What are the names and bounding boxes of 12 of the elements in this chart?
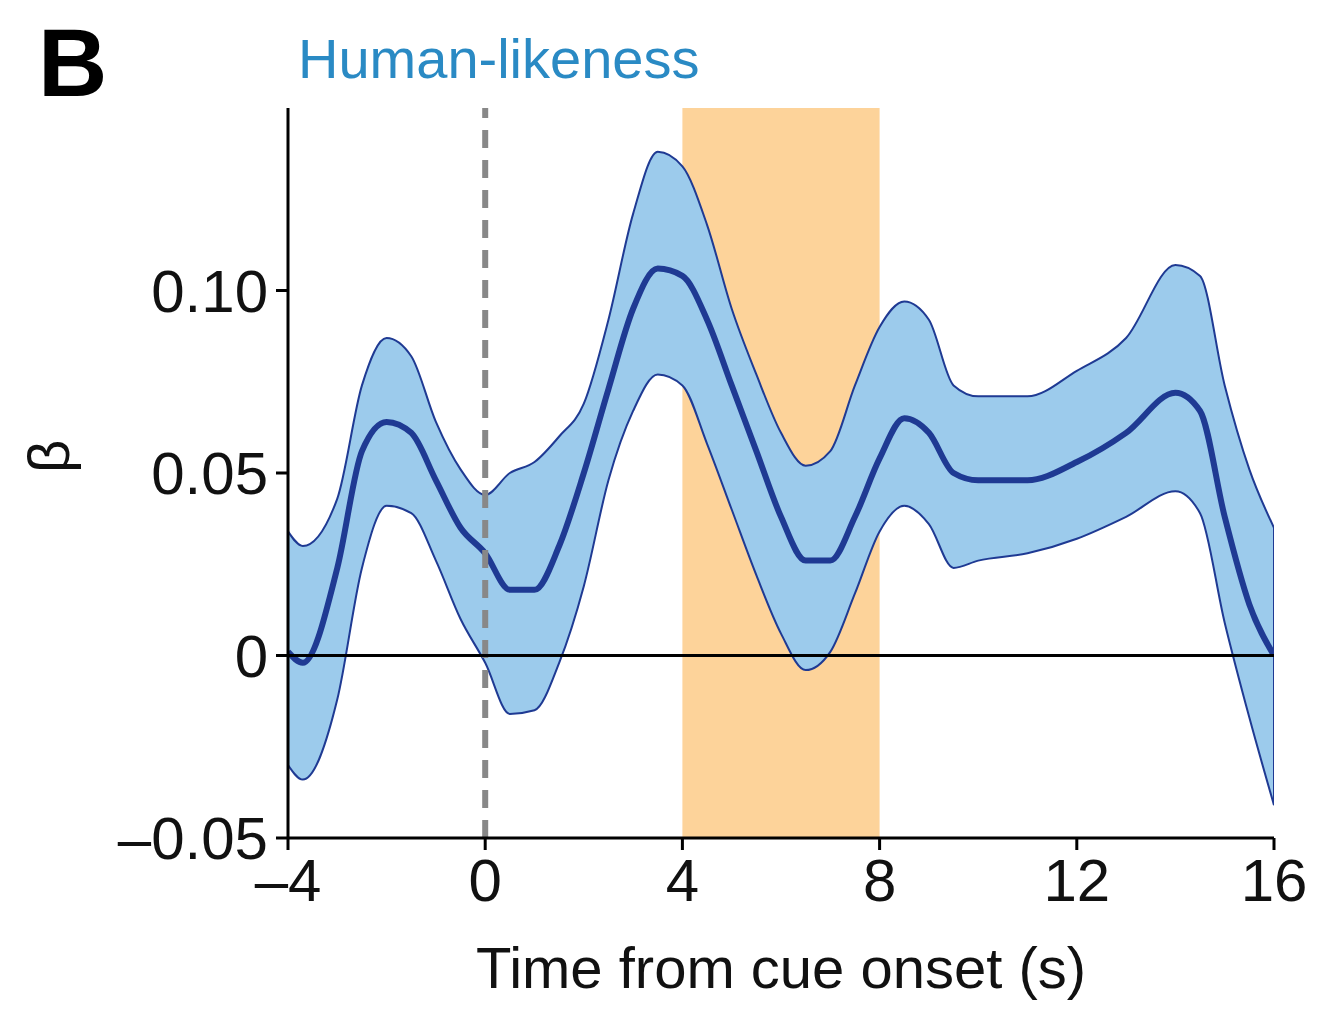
y-tick-label: 0	[234, 622, 268, 690]
text: B	[38, 8, 108, 118]
y-tick-label: 0.10	[151, 257, 268, 325]
y-tick-label: 0.05	[151, 440, 268, 508]
x-tick-label: 12	[1043, 846, 1111, 914]
x-tick-label: 16	[1240, 846, 1308, 914]
x-tick-label: 4	[665, 846, 700, 914]
x-axis-title: Time from cue onset (s)	[475, 935, 1087, 1000]
x-tick-label: 0	[468, 846, 502, 914]
y-axis-title: β	[15, 439, 81, 473]
chart-title: Human-likeness	[298, 26, 700, 91]
x-tick-label: 8	[862, 846, 897, 914]
